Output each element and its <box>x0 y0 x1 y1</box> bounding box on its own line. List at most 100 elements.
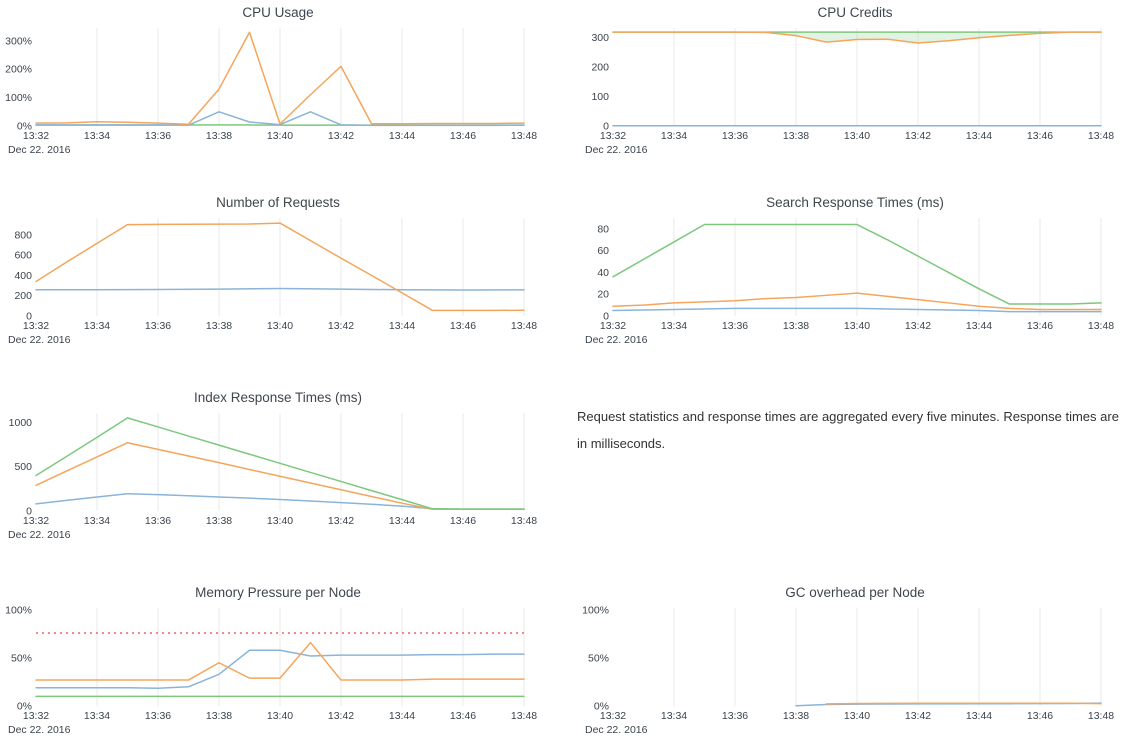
y-tick-label: 800 <box>14 229 32 241</box>
x-tick-label: 13:38 <box>783 710 809 722</box>
series-line-orange <box>825 702 1102 705</box>
chart-title-gc-overhead-per-node: GC overhead per Node <box>785 585 925 600</box>
x-tick-label: 13:42 <box>905 320 931 332</box>
x-tick-label: 13:46 <box>450 320 476 332</box>
chart-cell-gc-overhead: GC overhead per Node 0% 50% 100% 13:32 13:34 1… <box>565 580 1131 741</box>
series-line-orange <box>35 222 525 312</box>
x-tick-label: 13:34 <box>84 130 110 142</box>
x-tick-label: 13:34 <box>84 710 110 722</box>
series-line-orange <box>35 31 525 126</box>
x-tick-label: 13:42 <box>328 710 354 722</box>
x-tick-label: 13:46 <box>1027 710 1053 722</box>
x-tick-label: 13:44 <box>966 130 992 142</box>
x-tick-label: 13:36 <box>145 710 171 722</box>
x-tick-label: 13:34 <box>661 130 687 142</box>
chart-title-cpu-usage: CPU Usage <box>242 5 314 20</box>
chart-cell-index-response-times: Index Response Times (ms) 0 500 1000 13:32 13… <box>0 385 565 580</box>
y-tick-label: 100% <box>582 604 609 616</box>
chart-plot-index-response-times-ms[interactable]: 0 500 1000 13:32 13:34 13:36 13:38 13:40 13:42 13… <box>0 407 556 545</box>
fill-between-area <box>613 32 1101 44</box>
y-tick-label: 0 <box>603 311 609 323</box>
x-tick-label: 13:40 <box>267 710 293 722</box>
series-line-blue <box>35 287 525 291</box>
chart-cell-search-response-times: Search Response Times (ms) 0 20 40 60 80 13:32… <box>565 190 1131 385</box>
x-tick-label: 13:40 <box>844 710 870 722</box>
aggregation-note: Request statistics and response times ar… <box>577 409 1119 452</box>
x-tick-label: 13:38 <box>783 320 809 332</box>
x-tick-label: 13:36 <box>722 130 748 142</box>
y-tick-label: 0 <box>26 506 32 518</box>
chart-plot-number-of-requests[interactable]: 0 200 400 600 800 13:32 13:34 13:36 13:38 13:40 13… <box>0 212 556 350</box>
series-line-orange <box>612 31 1102 44</box>
x-tick-label: 13:40 <box>844 320 870 332</box>
x-tick-label: 13:40 <box>844 130 870 142</box>
note-cell: Request statistics and response times ar… <box>565 385 1131 580</box>
x-tick-label: 13:44 <box>966 710 992 722</box>
chart-title-number-of-requests: Number of Requests <box>216 195 340 210</box>
x-axis-date-label: Dec 22. 2016 <box>585 334 648 346</box>
y-tick-label: 100% <box>5 604 32 616</box>
chart-cell-number-of-requests: Number of Requests 0 200 400 600 800 13:32 13:3… <box>0 190 565 385</box>
x-tick-label: 13:40 <box>267 320 293 332</box>
x-tick-label: 13:38 <box>783 130 809 142</box>
y-tick-label: 20 <box>597 289 609 301</box>
x-tick-label: 13:34 <box>84 515 110 527</box>
x-tick-label: 13:32 <box>600 710 626 722</box>
chart-cell-cpu-usage: CPU Usage 0% 100% 200% 300% 13:32 13:34 13:36 13… <box>0 0 565 190</box>
chart-plot-cpu-usage[interactable]: 0% 100% 200% 300% 13:32 13:34 13:36 13:38 13:40 1… <box>0 22 556 160</box>
x-tick-label: 13:46 <box>1027 320 1053 332</box>
chart-plot-gc-overhead-per-node[interactable]: 0% 50% 100% 13:32 13:34 13:36 13:38 13:40 13:42 1… <box>577 602 1131 740</box>
y-tick-label: 200% <box>5 64 32 76</box>
series-line-orange <box>35 641 525 681</box>
x-tick-label: 13:48 <box>1088 320 1114 332</box>
series-line-blue <box>35 649 525 689</box>
y-tick-label: 0% <box>594 701 609 713</box>
chart-title-index-response-times-ms: Index Response Times (ms) <box>193 390 363 405</box>
x-tick-label: 13:46 <box>1027 130 1053 142</box>
y-tick-label: 80 <box>597 223 609 235</box>
y-tick-label: 40 <box>597 267 609 279</box>
x-tick-label: 13:40 <box>267 515 293 527</box>
chart-plot-cpu-credits[interactable]: 0 100 200 300 13:32 13:34 13:36 13:38 13:40 13:42… <box>577 22 1131 160</box>
x-tick-label: 13:48 <box>511 130 537 142</box>
x-tick-label: 13:46 <box>450 710 476 722</box>
x-tick-label: 13:36 <box>145 320 171 332</box>
x-tick-label: 13:32 <box>23 710 49 722</box>
x-tick-label: 13:36 <box>145 515 171 527</box>
x-tick-label: 13:48 <box>1088 130 1114 142</box>
chart-cell-memory-pressure: Memory Pressure per Node 0% 50% 100% 13:32 13… <box>0 580 565 741</box>
x-tick-label: 13:48 <box>511 710 537 722</box>
chart-title-search-response-times-ms: Search Response Times (ms) <box>766 195 944 210</box>
x-axis-date-label: Dec 22. 2016 <box>8 529 71 541</box>
chart-title-memory-pressure-per-node: Memory Pressure per Node <box>195 585 361 600</box>
chart-plot-memory-pressure-per-node[interactable]: 0% 50% 100% 13:32 13:34 13:36 13:38 13:40 13:42 1… <box>0 602 556 740</box>
x-tick-label: 13:36 <box>145 130 171 142</box>
chart-plot-search-response-times-ms[interactable]: 0 20 40 60 80 13:32 13:34 13:36 13:38 13:40 13:42 1… <box>577 212 1131 350</box>
series-line-blue <box>612 307 1102 313</box>
x-tick-label: 13:34 <box>661 320 687 332</box>
y-tick-label: 200 <box>591 61 609 73</box>
x-tick-label: 13:46 <box>450 515 476 527</box>
x-tick-label: 13:38 <box>206 515 232 527</box>
x-tick-label: 13:34 <box>661 710 687 722</box>
x-tick-label: 13:32 <box>600 320 626 332</box>
x-axis-date-label: Dec 22. 2016 <box>8 724 71 736</box>
x-tick-label: 13:38 <box>206 320 232 332</box>
x-tick-label: 13:48 <box>1088 710 1114 722</box>
y-tick-label: 0% <box>17 121 32 133</box>
y-tick-label: 600 <box>14 250 32 262</box>
x-tick-label: 13:42 <box>328 320 354 332</box>
x-tick-label: 13:42 <box>328 130 354 142</box>
y-tick-label: 60 <box>597 245 609 257</box>
x-axis-date-label: Dec 22. 2016 <box>585 144 648 156</box>
x-tick-label: 13:36 <box>722 320 748 332</box>
series-line-green <box>35 417 525 510</box>
x-tick-label: 13:42 <box>905 710 931 722</box>
x-tick-label: 13:44 <box>389 130 415 142</box>
x-axis-date-label: Dec 22. 2016 <box>8 144 71 156</box>
y-tick-label: 200 <box>14 290 32 302</box>
x-tick-label: 13:44 <box>389 515 415 527</box>
x-tick-label: 13:34 <box>84 320 110 332</box>
y-tick-label: 0 <box>26 311 32 323</box>
